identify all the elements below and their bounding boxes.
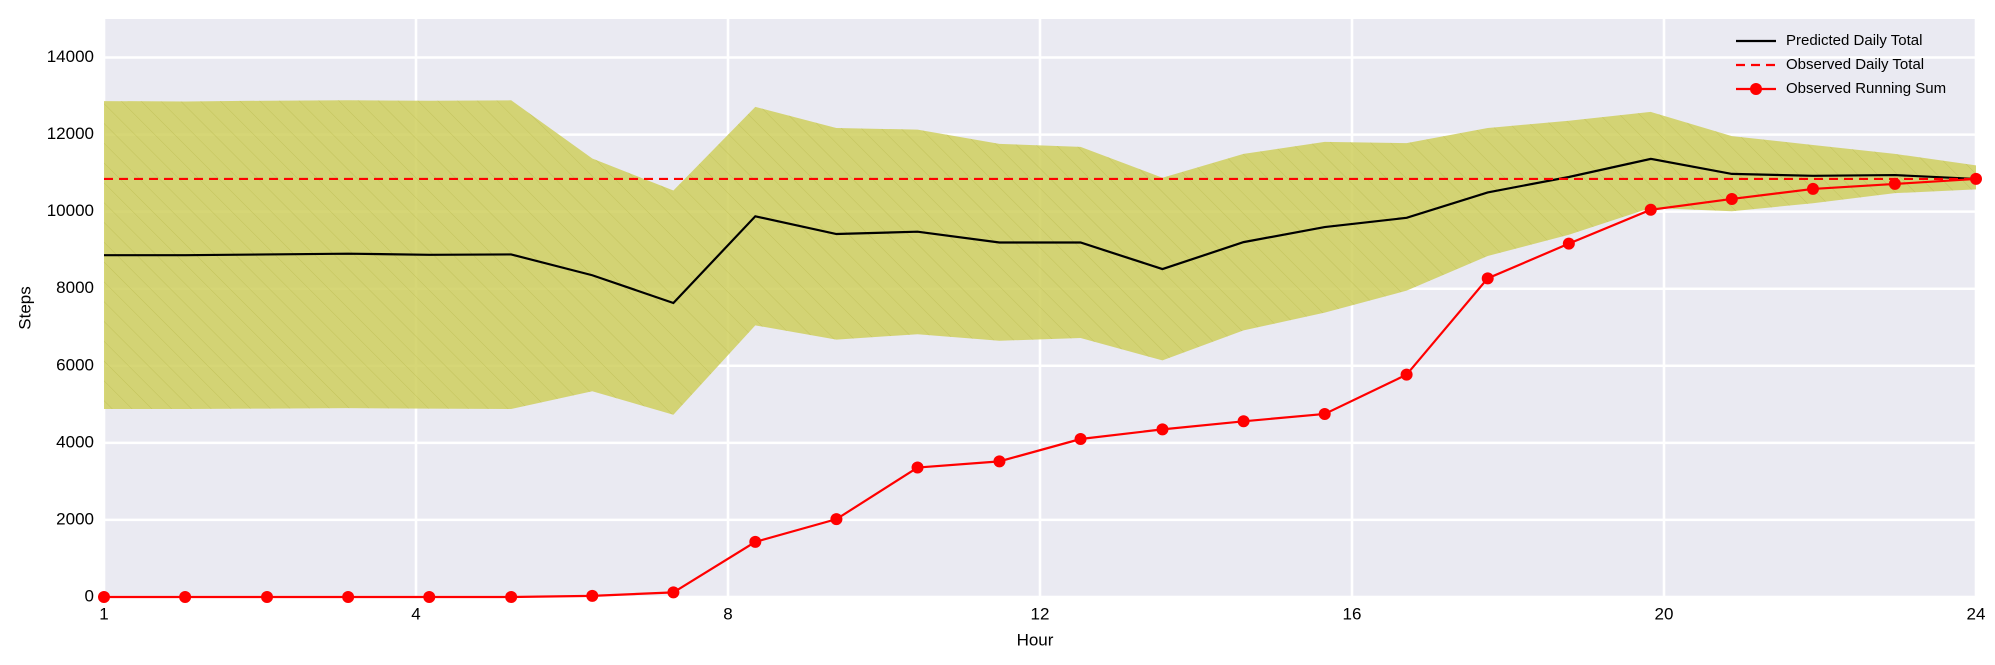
y-tick-label: 8000 [56,278,94,297]
legend-label: Predicted Daily Total [1786,32,1922,49]
data-point [1400,368,1413,381]
data-point [98,591,110,603]
data-point [1237,415,1250,428]
y-tick-label: 6000 [56,355,94,374]
x-axis-label: Hour [1017,630,1054,649]
data-point [667,586,680,599]
data-point [423,591,436,603]
x-tick-label: 8 [723,604,732,623]
data-point [749,535,762,548]
series-line [104,177,1977,599]
x-tick-label: 12 [1031,604,1050,623]
series-line [104,157,1977,305]
y-tick-label: 4000 [56,432,94,451]
x-tick-label: 16 [1343,604,1362,623]
data-point [1562,237,1575,250]
marks [98,100,1982,603]
data-point [505,591,518,603]
data-point [993,455,1006,468]
data-point [1481,272,1494,285]
y-tick-label: 12000 [47,124,94,143]
legend: Predicted Daily Total Observed Daily Tota… [1736,32,1946,97]
x-tick-label: 4 [411,604,420,623]
data-point [342,591,355,603]
y-tick-label: 14000 [47,47,94,66]
legend-label: Observed Daily Total [1786,56,1924,73]
x-tick-label: 24 [1967,604,1986,623]
data-point [1806,182,1819,195]
data-point [1970,172,1982,185]
data-point [261,591,274,603]
data-point [911,461,924,474]
data-point [1888,177,1901,190]
y-tick-label: 2000 [56,509,94,528]
data-point [1156,423,1169,436]
legend-marker [1750,83,1762,95]
data-point [179,591,192,603]
data-point [1318,407,1331,420]
y-tick-label: 10000 [47,201,94,220]
y-tick-label: 0 [85,586,94,605]
legend-label: Observed Running Sum [1786,80,1946,97]
data-point [1644,203,1657,216]
data-point [1725,192,1738,205]
data-point [830,513,843,526]
y-axis-label: Steps [15,286,34,329]
data-point [1074,433,1087,446]
x-tick-label: 20 [1655,604,1674,623]
data-point [586,589,599,602]
x-tick-label: 1 [99,604,108,623]
